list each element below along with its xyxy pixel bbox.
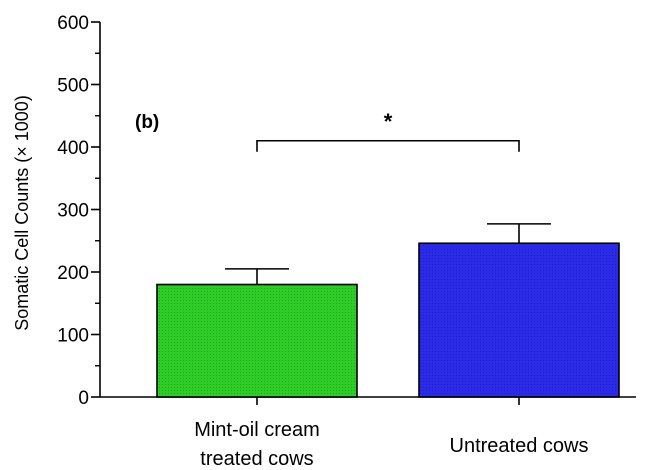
bar-texture xyxy=(419,243,619,397)
x-category-label: treated cows xyxy=(200,448,313,470)
bar-group: Mint-oil cream treated cows xyxy=(156,268,358,470)
y-axis-title: Somatic Cell Counts (× 1000) xyxy=(12,95,32,331)
y-tick-label: 600 xyxy=(57,13,89,34)
y-tick-label: 500 xyxy=(57,76,89,97)
y-tick-label: 300 xyxy=(57,201,89,222)
bar-texture xyxy=(157,284,357,397)
panel-label: (b) xyxy=(135,112,159,133)
x-category-label: Mint-oil cream xyxy=(194,419,320,441)
axes: 0 100 200 300 400 500 600 xyxy=(57,13,636,409)
y-tick-label: 100 xyxy=(57,326,89,347)
bars: Mint-oil cream treated cows Untreated cows xyxy=(156,223,620,470)
significance-marker: * xyxy=(384,109,393,134)
y-tick-label: 200 xyxy=(57,263,89,284)
x-category-label: Untreated cows xyxy=(450,435,589,457)
annotations: * xyxy=(256,109,520,152)
significance-bracket xyxy=(256,139,520,152)
y-tick-label: 400 xyxy=(57,138,89,159)
y-tick-label: 0 xyxy=(78,388,89,409)
bar-group: Untreated cows xyxy=(418,223,620,457)
